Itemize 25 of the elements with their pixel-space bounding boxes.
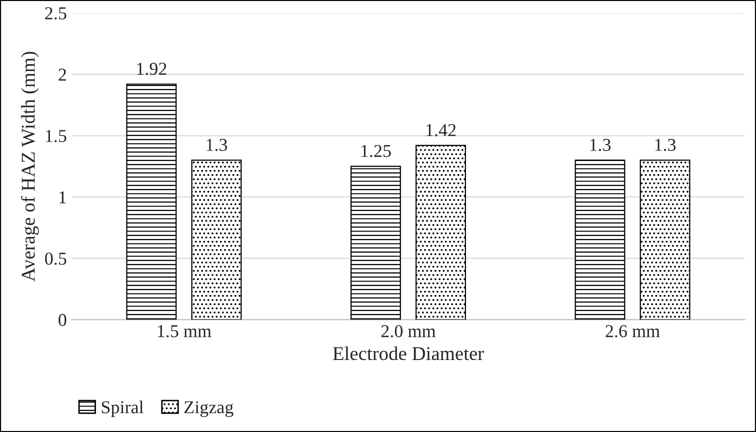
x-tick-label: 1.5 mm [158, 325, 212, 338]
x-axis-title: Electrode Diameter [332, 346, 484, 360]
bar [640, 160, 690, 320]
y-axis-title: Average of HAZ Width (mm) [20, 52, 39, 282]
y-tick-label: 2.5 [45, 7, 66, 20]
data-label: 1.42 [426, 124, 456, 136]
bar [350, 166, 401, 320]
data-label: 1.3 [590, 138, 611, 152]
legend-label: Spiral [102, 400, 144, 417]
y-tick-label: 0.5 [45, 252, 66, 265]
data-label: 1.25 [362, 144, 391, 158]
data-label: 1.92 [137, 62, 166, 75]
data-label: 1.3 [206, 138, 228, 152]
x-tick-label: 2.6 mm [606, 325, 660, 338]
x-tick-label: 2.0 mm [381, 325, 436, 338]
y-tick-label: 0 [58, 314, 66, 326]
bar [191, 160, 242, 320]
legend-label: Zigzag [184, 401, 234, 418]
y-tick-label: 2 [58, 68, 66, 81]
y-tick-label: 1 [60, 191, 66, 204]
y-tick-label: 1.5 [46, 130, 66, 142]
data-label: 1.3 [655, 138, 676, 152]
bar [574, 160, 626, 320]
bar [416, 144, 466, 320]
bar [126, 84, 177, 320]
